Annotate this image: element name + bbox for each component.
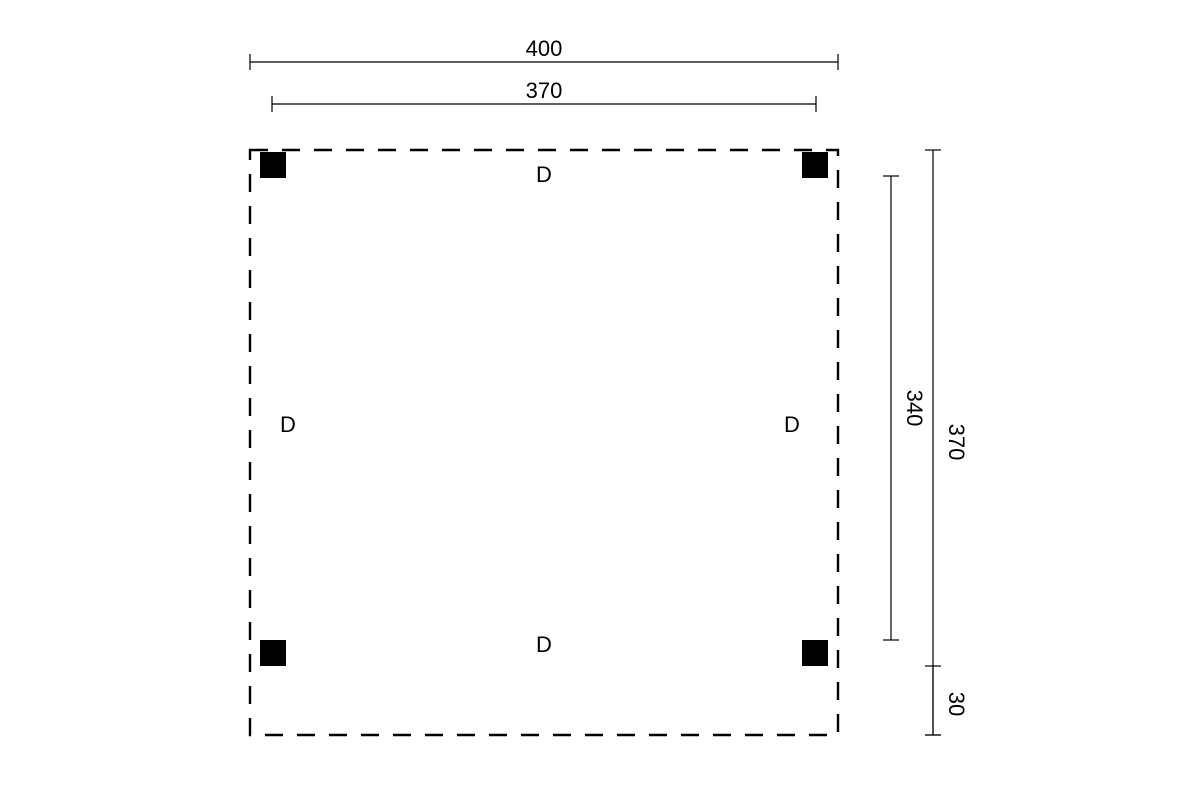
d-bottom: D (536, 632, 552, 657)
dim-right-inner: 340 (883, 176, 927, 640)
post-br (802, 640, 828, 666)
dim-top-inner-label: 370 (526, 78, 563, 103)
side-labels: D D D D (280, 162, 800, 657)
dim-right-outer: 370 (925, 150, 969, 735)
post-tl (260, 152, 286, 178)
floorplan-diagram: D D D D 400 370 370 340 30 (0, 0, 1200, 792)
d-top: D (536, 162, 552, 187)
post-tr (802, 152, 828, 178)
dimensions: 400 370 370 340 30 (250, 36, 969, 735)
dim-top-inner: 370 (272, 78, 816, 112)
dim-top-outer-label: 400 (526, 36, 563, 61)
d-right: D (784, 412, 800, 437)
d-left: D (280, 412, 296, 437)
posts (260, 152, 828, 666)
dim-right-gap: 30 (925, 666, 969, 735)
dim-right-inner-label: 340 (902, 390, 927, 427)
dim-top-outer: 400 (250, 36, 838, 70)
dim-right-gap-label: 30 (944, 692, 969, 716)
post-bl (260, 640, 286, 666)
dim-right-outer-label: 370 (944, 424, 969, 461)
